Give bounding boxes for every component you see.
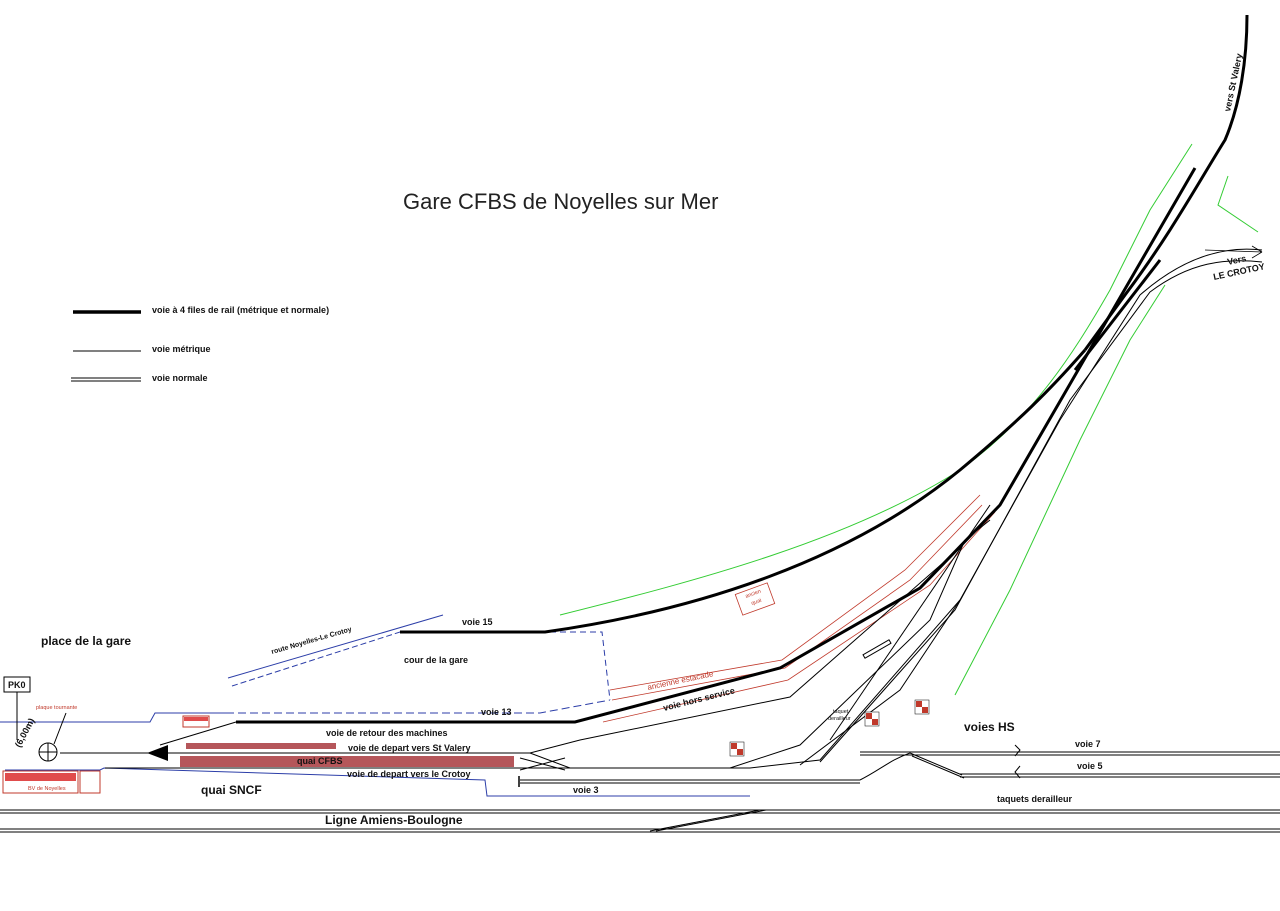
label-voie-depart-st-valery: voie de depart vers St Valery	[348, 743, 471, 753]
voie-retour-machines	[159, 721, 237, 746]
label-derailleur: derailleur	[828, 716, 851, 722]
cour-bottom-edge	[226, 699, 611, 714]
annex-building	[79, 770, 101, 794]
derailer-marker-1-red	[731, 743, 737, 749]
ancienne-estacade-outline	[609, 494, 981, 691]
voie5-turnout-a	[909, 752, 963, 776]
small-building-hatch	[184, 717, 208, 721]
derailer-markers	[729, 699, 930, 757]
taquet-mark-a	[1014, 744, 1021, 757]
label-bv: BV de Noyelles	[28, 786, 66, 792]
hors-service-red-line	[602, 511, 996, 723]
voie-depart-le-crotoy	[105, 248, 1263, 769]
voie15-track	[400, 349, 1087, 634]
voie3-link	[859, 752, 911, 781]
label-pk0: PK0	[8, 680, 26, 690]
label-voie7: voie 7	[1075, 739, 1101, 749]
bv-hatch	[5, 773, 76, 781]
label-voie-retour: voie de retour des machines	[326, 728, 448, 738]
standard-gauge-tracks	[518, 744, 1280, 787]
legend: voie à 4 files de rail (métrique et norm…	[71, 305, 329, 383]
green-boundary-corner	[1217, 175, 1259, 233]
taquet-mark-b	[1014, 765, 1021, 779]
turntable-pointer	[53, 712, 67, 745]
road-outlines	[0, 614, 750, 797]
green-boundary-right	[954, 284, 1166, 696]
label-ligne-amiens-boulogne: Ligne Amiens-Boulogne	[325, 813, 463, 827]
label-place-de-la-gare: place de la gare	[41, 634, 131, 648]
small-building	[182, 715, 210, 728]
hs-branch-2	[829, 504, 991, 741]
quai-cfbs-upper	[186, 743, 336, 749]
label-vers: Vers	[1226, 253, 1247, 267]
label-taquets-derailleur: taquets derailleur	[997, 794, 1073, 804]
road-lower-edge	[231, 631, 540, 687]
mainline-amiens-boulogne	[0, 809, 1280, 833]
label-voie15: voie 15	[462, 617, 493, 627]
quai-cfbs	[180, 756, 514, 767]
label-voies-hs: voies HS	[964, 720, 1015, 734]
mainline-crossover-a	[649, 809, 761, 832]
dual-gauge-tracks	[236, 14, 1249, 724]
buffer-triangle	[147, 745, 168, 761]
wagon-shape	[862, 639, 892, 659]
label-taquet: taquet	[833, 709, 849, 715]
turntable	[3, 676, 67, 762]
label-voie3: voie 3	[573, 785, 599, 795]
cour-right-edge	[540, 631, 611, 701]
junction-link	[1073, 259, 1162, 371]
arrow-le-crotoy	[1204, 245, 1263, 259]
derailer-marker-2-red	[866, 713, 872, 719]
green-boundary-upper	[559, 143, 1193, 616]
metric-tracks	[60, 248, 1263, 771]
label-cour-de-la-gare: cour de la gare	[404, 655, 468, 665]
derailer-marker-1-red-b	[737, 749, 743, 755]
voie13-track	[236, 167, 1197, 724]
label-voie5: voie 5	[1077, 761, 1103, 771]
old-structures	[602, 494, 996, 723]
legend-thick-label: voie à 4 files de rail (métrique et norm…	[152, 305, 329, 315]
label-quai-cfbs: quai CFBS	[297, 756, 343, 766]
label-voie13: voie 13	[481, 707, 512, 717]
legend-thin-label: voie métrique	[152, 344, 211, 354]
label-quai: quai	[751, 598, 763, 607]
mainline-crossover-b	[655, 809, 767, 832]
voie5-turnout-b	[911, 755, 965, 779]
label-voie-depart-crotoy: voie de depart vers le Crotoy	[347, 769, 471, 779]
road-noyelles-le-crotoy	[227, 614, 444, 679]
derailer-marker-3-red-b	[922, 707, 928, 713]
label-distance: (6,00m)	[13, 716, 37, 749]
ancien-quai-box	[734, 582, 776, 616]
voie-depart-st-valery	[150, 547, 961, 754]
place-upper-edge	[5, 767, 750, 797]
label-quai-sncf: quai SNCF	[201, 783, 262, 797]
hs-branch	[799, 599, 961, 766]
derailer-marker-2-red-b	[872, 719, 878, 725]
st-valery-line	[1083, 14, 1249, 351]
label-ancien: ancien	[745, 589, 762, 600]
diagram-title: Gare CFBS de Noyelles sur Mer	[403, 189, 718, 214]
estacade-inner-line	[611, 504, 983, 701]
platforms	[2, 715, 514, 794]
legend-double-label: voie normale	[152, 373, 208, 383]
label-plaque-tournante: plaque tournante	[36, 705, 77, 711]
green-boundaries	[559, 143, 1259, 696]
derailer-marker-3-red	[916, 701, 922, 707]
crossover-x-b	[519, 757, 566, 771]
place-lower-edge	[0, 712, 226, 723]
crotoy-parallel	[819, 260, 1263, 763]
